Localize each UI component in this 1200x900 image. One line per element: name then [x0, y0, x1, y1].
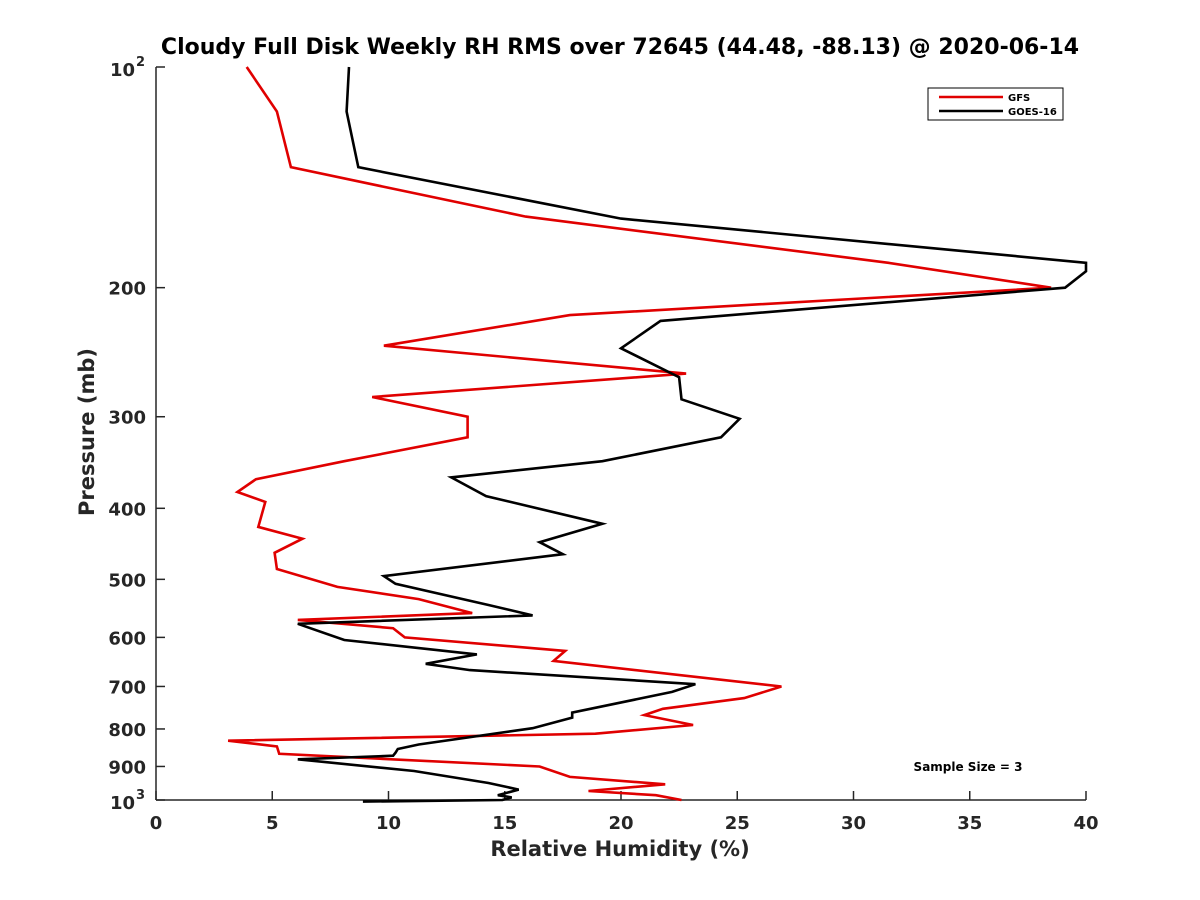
x-tick-label: 0	[150, 813, 163, 834]
y-tick-label: 900	[108, 757, 146, 778]
y-tick-label: 400	[108, 499, 146, 520]
y-tick-label: 300	[108, 408, 146, 429]
y-tick-label-exponent: 2	[136, 55, 145, 70]
x-tick-label: 30	[841, 813, 866, 834]
y-tick-label-power: 10 2	[110, 55, 145, 81]
x-tick-label: 35	[957, 813, 982, 834]
legend-label-gfs: GFS	[1008, 93, 1030, 104]
x-axis-label: Relative Humidity (%)	[490, 837, 749, 861]
axes	[155, 67, 1086, 801]
y-tick-label: 800	[108, 720, 146, 741]
x-tick-label: 5	[266, 813, 279, 834]
x-tick-label: 10	[376, 813, 401, 834]
x-tick-label: 20	[608, 813, 633, 834]
sample-size-annotation: Sample Size = 3	[914, 760, 1023, 774]
y-tick-label: 700	[108, 677, 146, 698]
y-tick-label-exponent: 3	[136, 788, 145, 803]
chart-title: Cloudy Full Disk Weekly RH RMS over 7264…	[161, 35, 1079, 60]
legend: GFS GOES-16	[927, 87, 1064, 121]
y-tick-label-base: 10	[110, 793, 135, 814]
series-layer	[227, 66, 1088, 803]
legend-label-goes16: GOES-16	[1008, 107, 1057, 118]
y-tick-label-base: 10	[110, 60, 135, 81]
y-tick-label-power: 10 3	[110, 788, 145, 814]
y-tick-label: 600	[108, 628, 146, 649]
x-tick-label: 25	[725, 813, 750, 834]
x-ticks: 0 5 10 15 20 25 30 35 40	[150, 791, 1099, 834]
y-tick-label: 200	[108, 279, 146, 300]
series-line-gfs	[227, 66, 1052, 802]
x-tick-label: 40	[1073, 813, 1098, 834]
x-tick-label: 15	[492, 813, 517, 834]
y-axis-label: Pressure (mb)	[75, 348, 99, 516]
y-tick-label: 500	[108, 570, 146, 591]
legend-box	[927, 87, 1064, 121]
series-line-goes16	[297, 66, 1088, 803]
